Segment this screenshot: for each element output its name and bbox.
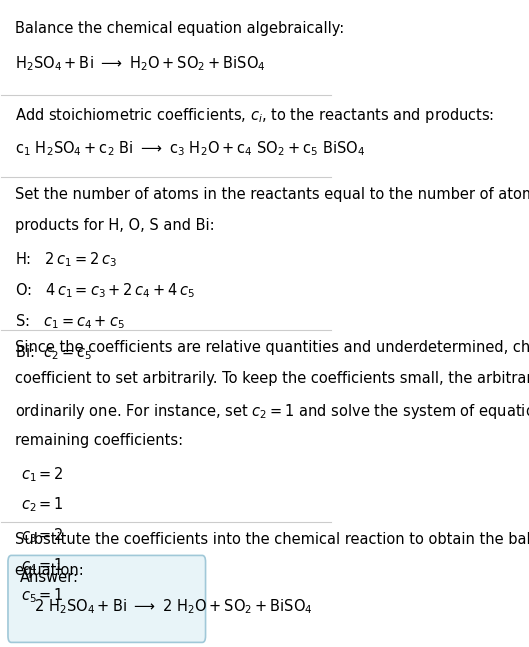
Text: Answer:: Answer: bbox=[20, 569, 78, 585]
Text: $\mathsf{H_2SO_4 + Bi \ \longrightarrow \ H_2O + SO_2 + BiSO_4}$: $\mathsf{H_2SO_4 + Bi \ \longrightarrow … bbox=[15, 55, 265, 73]
Text: Since the coefficients are relative quantities and underdetermined, choose a: Since the coefficients are relative quan… bbox=[15, 340, 529, 355]
Text: $c_2 = 1$: $c_2 = 1$ bbox=[21, 496, 64, 514]
Text: ordinarily one. For instance, set $c_2 = 1$ and solve the system of equations fo: ordinarily one. For instance, set $c_2 =… bbox=[15, 402, 529, 421]
Text: $c_4 = 1$: $c_4 = 1$ bbox=[21, 556, 64, 575]
Text: equation:: equation: bbox=[15, 562, 84, 578]
Text: $\mathsf{c_1 \ H_2SO_4 + c_2 \ Bi \ \longrightarrow \ c_3 \ H_2O + c_4 \ SO_2 + : $\mathsf{c_1 \ H_2SO_4 + c_2 \ Bi \ \lon… bbox=[15, 140, 365, 159]
Text: $c_1 = 2$: $c_1 = 2$ bbox=[21, 465, 64, 484]
Text: Bi:  $c_2 = c_5$: Bi: $c_2 = c_5$ bbox=[15, 343, 92, 362]
Text: S:   $c_1 = c_4 + c_5$: S: $c_1 = c_4 + c_5$ bbox=[15, 312, 124, 331]
Text: O:   $4\,c_1 = c_3 + 2\,c_4 + 4\,c_5$: O: $4\,c_1 = c_3 + 2\,c_4 + 4\,c_5$ bbox=[15, 281, 195, 300]
Text: Add stoichiometric coefficients, $c_i$, to the reactants and products:: Add stoichiometric coefficients, $c_i$, … bbox=[15, 105, 494, 125]
Text: Set the number of atoms in the reactants equal to the number of atoms in the: Set the number of atoms in the reactants… bbox=[15, 187, 529, 202]
FancyBboxPatch shape bbox=[8, 555, 206, 642]
Text: remaining coefficients:: remaining coefficients: bbox=[15, 433, 183, 448]
Text: $c_3 = 2$: $c_3 = 2$ bbox=[21, 526, 64, 545]
Text: $\mathsf{2 \ H_2SO_4 + Bi \ \longrightarrow \ 2 \ H_2O + SO_2 + BiSO_4}$: $\mathsf{2 \ H_2SO_4 + Bi \ \longrightar… bbox=[34, 598, 313, 617]
Text: Substitute the coefficients into the chemical reaction to obtain the balanced: Substitute the coefficients into the che… bbox=[15, 532, 529, 547]
Text: $c_5 = 1$: $c_5 = 1$ bbox=[21, 587, 64, 606]
Text: products for H, O, S and Bi:: products for H, O, S and Bi: bbox=[15, 218, 214, 233]
Text: H:   $2\,c_1 = 2\,c_3$: H: $2\,c_1 = 2\,c_3$ bbox=[15, 250, 116, 269]
Text: coefficient to set arbitrarily. To keep the coefficients small, the arbitrary va: coefficient to set arbitrarily. To keep … bbox=[15, 371, 529, 386]
Text: Balance the chemical equation algebraically:: Balance the chemical equation algebraica… bbox=[15, 21, 344, 36]
